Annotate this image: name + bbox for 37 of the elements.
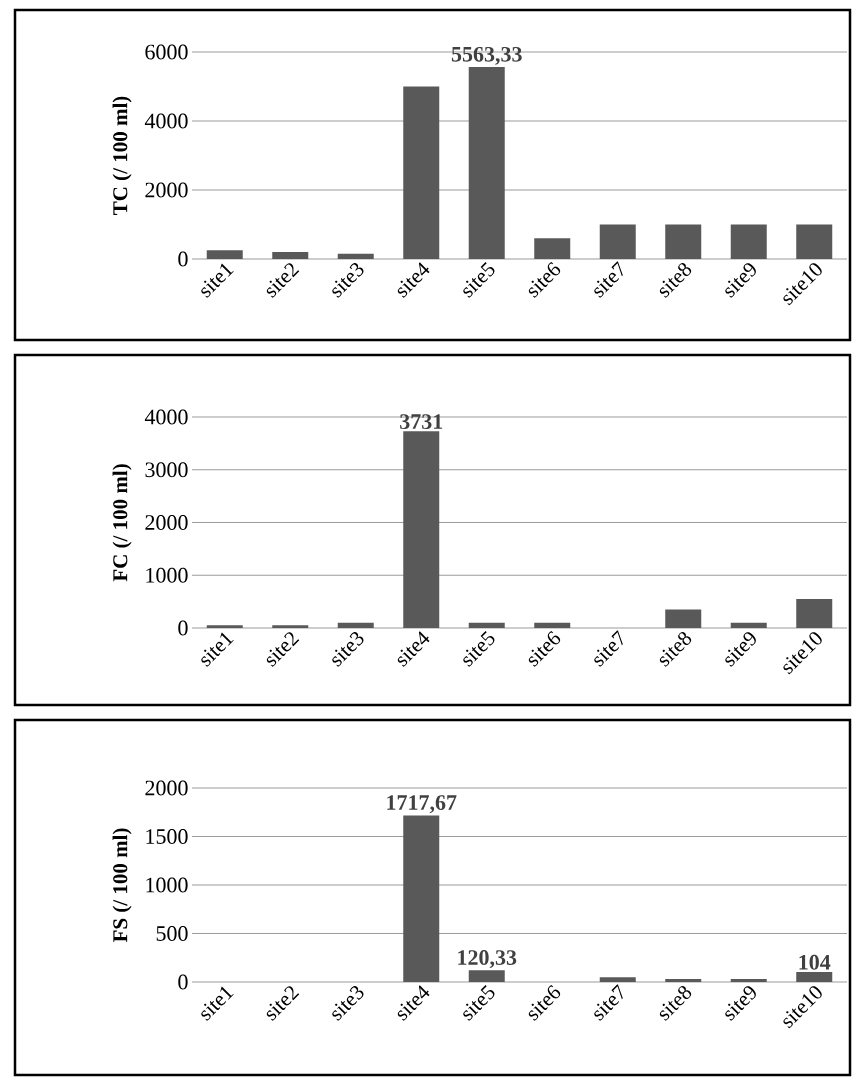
y-tick-label: 0: [178, 974, 188, 990]
data-label: 104: [799, 954, 831, 970]
y-tick-label: 0: [178, 620, 188, 636]
x-tick-label: site8: [659, 985, 692, 1021]
y-tick-label: 3000: [145, 462, 188, 478]
data-label: 3731: [400, 414, 443, 429]
data-label: 5563,33: [451, 46, 522, 65]
x-tick-label: site1: [201, 632, 234, 667]
y-tick-label: 2000: [145, 182, 188, 198]
y-tick-label: 1000: [146, 567, 188, 583]
y-tick-label: 0: [178, 251, 188, 267]
y-tick-label: 2000: [145, 515, 188, 530]
y-axis-title: FC (/ 100 ml): [112, 464, 132, 582]
x-tick-label: site1: [201, 263, 234, 298]
x-tick-label: site2: [266, 263, 300, 298]
y-tick-label: 1500: [146, 829, 188, 844]
data-label: 1717,67: [387, 795, 457, 814]
x-tick-label: site3: [332, 986, 364, 1021]
x-tick-label: site8: [659, 262, 692, 298]
x-tick-label: site1: [201, 986, 234, 1021]
x-tick-label: site3: [332, 632, 364, 667]
y-tick-label: 6000: [145, 44, 188, 60]
y-tick-label: 4000: [144, 409, 188, 425]
data-label: 120,33: [458, 950, 517, 969]
x-tick-label: site8: [659, 631, 692, 667]
x-tick-label: site9: [725, 632, 756, 667]
y-axis-title: FS (/ 100 ml): [112, 828, 132, 943]
x-tick-label: site9: [725, 263, 756, 298]
x-tick-label: site9: [725, 986, 756, 1021]
y-tick-label: 2000: [145, 780, 188, 796]
x-tick-label: site2: [266, 632, 300, 667]
y-tick-label: 4000: [144, 113, 188, 129]
y-axis-title: TC (/ 100 ml): [112, 96, 132, 215]
x-tick-label: site3: [332, 263, 364, 298]
y-tick-label: 1000: [146, 877, 188, 893]
y-tick-label: 500: [156, 926, 188, 941]
x-tick-label: site2: [266, 986, 300, 1021]
